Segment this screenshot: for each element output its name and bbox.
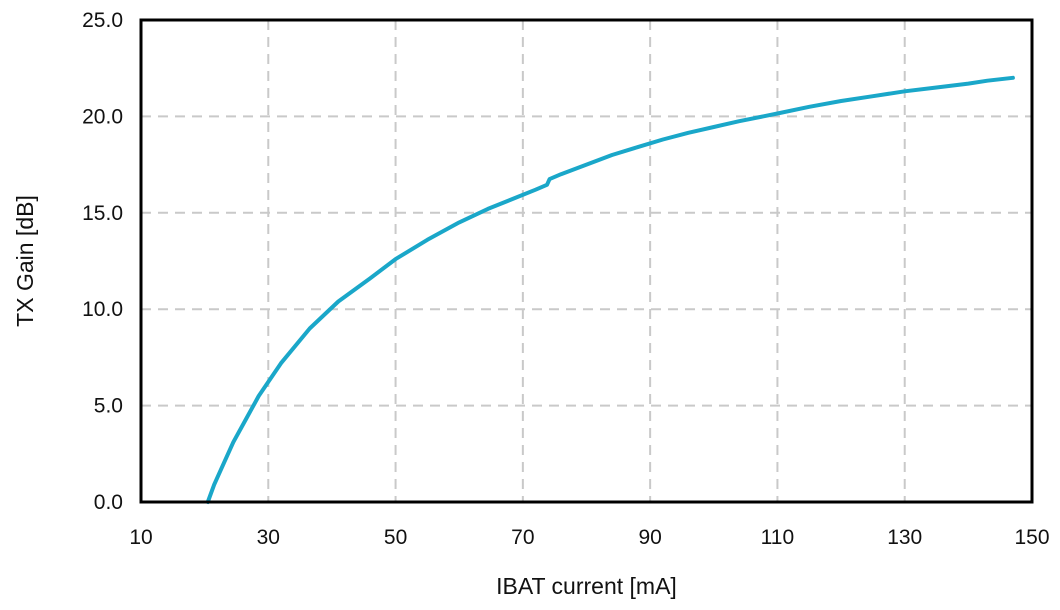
x-tick-label: 50	[384, 526, 407, 549]
x-tick-label: 10	[129, 526, 152, 549]
y-tick-label: 25.0	[82, 9, 123, 32]
series-layer	[205, 75, 1015, 504]
x-tick-label: 110	[761, 526, 794, 549]
y-axis-title: TX Gain [dB]	[12, 195, 38, 327]
y-tick-label: 20.0	[82, 105, 123, 128]
plot-area-frame	[139, 18, 1034, 504]
x-tick-label: 30	[257, 526, 280, 549]
x-axis-title: IBAT current [mA]	[496, 573, 677, 599]
x-tick-label: 130	[887, 526, 922, 549]
y-tick-label: 15.0	[82, 202, 123, 225]
tick-labels: 10 30 50 70 90 110 130 150 0.0 5.0 10.0 15.0 20.0 25.…	[82, 9, 1049, 549]
y-tick-label: 10.0	[82, 298, 123, 321]
y-tick-label: 5.0	[94, 395, 123, 418]
x-tick-label: 150	[1014, 526, 1049, 549]
x-tick-label: 90	[638, 526, 661, 549]
y-tick-label: 0.0	[94, 491, 123, 514]
series-line-0	[205, 75, 1015, 504]
x-tick-label: 70	[511, 526, 534, 549]
